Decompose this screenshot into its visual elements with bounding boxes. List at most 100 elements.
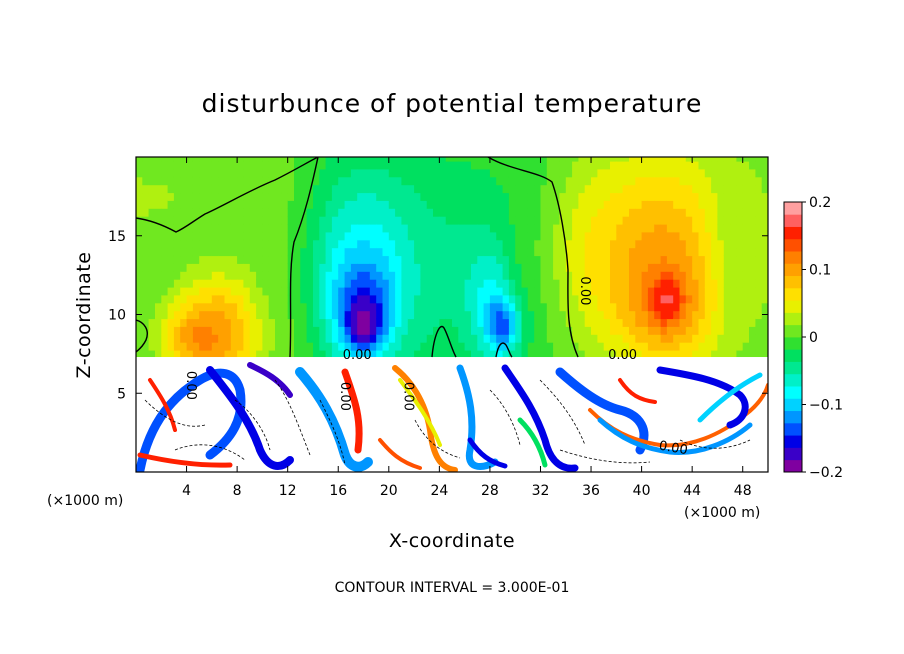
heat-cell	[685, 286, 693, 296]
y-axis-label: Z-coordinate	[73, 252, 95, 379]
heat-cell	[186, 157, 194, 162]
heat-cell	[452, 294, 459, 304]
heat-cell	[502, 271, 510, 280]
heat-cell	[736, 200, 744, 209]
colorbar-swatch	[784, 386, 802, 399]
heat-cell	[414, 208, 421, 217]
heat-cell	[553, 168, 560, 178]
heat-cell	[572, 294, 579, 304]
heat-cell	[445, 184, 453, 194]
heat-cell	[230, 176, 238, 186]
heat-cell	[331, 286, 339, 296]
heat-cell	[723, 239, 731, 249]
heat-cell	[660, 239, 668, 249]
heat-cell	[420, 157, 428, 162]
heat-cell	[540, 247, 548, 257]
heat-cell	[167, 184, 175, 194]
heat-cell	[224, 168, 232, 178]
heat-cell	[673, 223, 681, 233]
heat-cell	[445, 342, 453, 351]
heat-cell	[224, 263, 232, 272]
heat-cell	[464, 271, 472, 280]
heat-cell	[553, 342, 560, 351]
heat-cell	[660, 349, 668, 359]
heat-cell	[161, 342, 169, 351]
heat-cell	[350, 326, 358, 335]
heat-cell	[407, 184, 415, 194]
heat-cell	[249, 157, 257, 162]
heat-cell	[540, 342, 548, 351]
heat-cell	[616, 286, 624, 296]
heat-cell	[161, 157, 169, 162]
heat-cell	[489, 192, 497, 201]
heat-cell	[521, 192, 529, 201]
heat-cell	[546, 286, 554, 296]
heat-cell	[489, 208, 497, 217]
heat-cell	[218, 157, 226, 162]
heat-cell	[565, 342, 573, 351]
heat-cell	[388, 349, 396, 359]
heat-cell	[439, 326, 447, 335]
heat-cell	[635, 310, 643, 320]
heat-cell	[344, 200, 352, 209]
heat-cell	[704, 208, 712, 217]
heat-cell	[641, 160, 649, 170]
heat-cell	[452, 223, 459, 233]
heat-cell	[388, 279, 396, 288]
heat-cell	[692, 279, 700, 288]
heat-cell	[641, 216, 649, 225]
heat-cell	[458, 326, 466, 335]
heat-cell	[489, 342, 497, 351]
heat-cell	[546, 247, 554, 257]
heat-cell	[546, 168, 554, 178]
heat-cell	[439, 349, 447, 359]
heat-cell	[414, 302, 421, 312]
heat-cell	[679, 208, 687, 217]
heat-cell	[534, 247, 542, 257]
heat-cell	[211, 326, 219, 335]
heat-cell	[199, 342, 207, 351]
heat-cell	[363, 318, 371, 327]
heat-cell	[192, 231, 200, 241]
heat-cell	[679, 192, 687, 201]
heat-cell	[578, 326, 586, 335]
heat-cell	[211, 223, 219, 233]
heat-cell	[319, 208, 327, 217]
heat-cell	[761, 342, 768, 351]
heat-cell	[508, 286, 516, 296]
heat-cell	[211, 334, 219, 343]
heat-cell	[698, 176, 706, 186]
heat-cell	[388, 326, 396, 335]
heat-cell	[496, 184, 504, 194]
heat-cell	[395, 318, 402, 327]
heat-cell	[565, 184, 573, 194]
heat-cell	[616, 349, 624, 359]
heat-cell	[262, 286, 270, 296]
heat-cell	[452, 247, 459, 257]
heat-cell	[262, 310, 270, 320]
heat-cell	[597, 310, 605, 320]
heat-cell	[439, 334, 447, 343]
heat-cell	[584, 184, 592, 194]
heat-cell	[559, 176, 567, 186]
heat-cell	[692, 310, 700, 320]
heat-cell	[395, 157, 402, 162]
heat-cell	[572, 247, 579, 257]
heat-cell	[205, 342, 213, 351]
heat-cell	[319, 342, 327, 351]
heat-cell	[489, 302, 497, 312]
heat-cell	[325, 160, 333, 170]
heat-cell	[230, 160, 238, 170]
heat-cell	[180, 184, 188, 194]
heat-cell	[313, 349, 320, 359]
heat-cell	[249, 318, 257, 327]
heat-cell	[369, 160, 377, 170]
heat-cell	[515, 310, 523, 320]
heat-cell	[155, 200, 162, 209]
heat-cell	[673, 326, 681, 335]
heat-cell	[218, 271, 226, 280]
heat-cell	[224, 239, 232, 249]
heat-cell	[369, 334, 377, 343]
heat-cell	[281, 294, 289, 304]
heat-cell	[230, 318, 238, 327]
